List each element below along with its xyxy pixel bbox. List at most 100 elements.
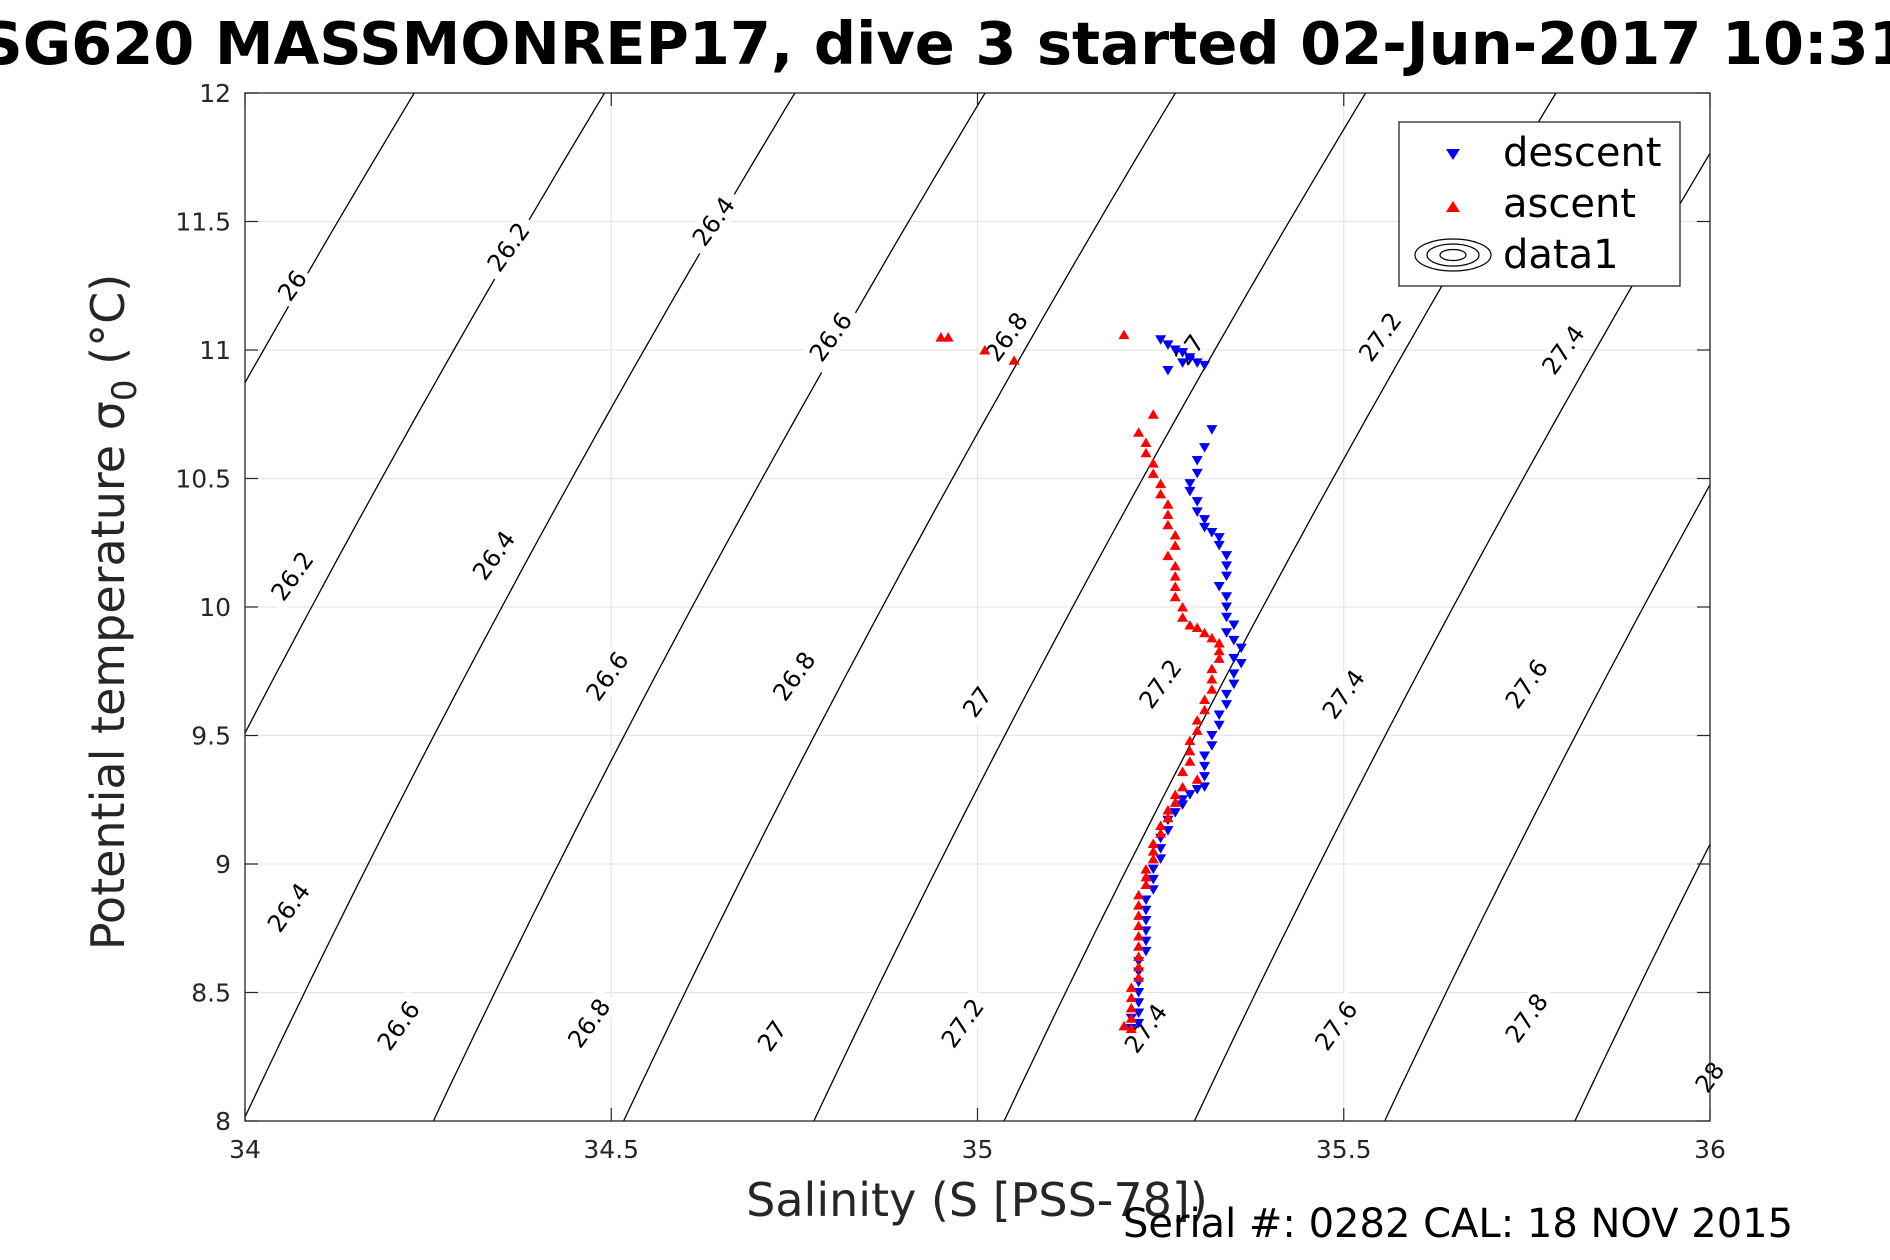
contour-label-bg: [270, 262, 316, 310]
ascent-point: [1147, 838, 1159, 848]
y-axis-label: Potential temperature σ0 (°C): [81, 274, 145, 950]
descent-point: [1199, 751, 1211, 762]
ascent-point: [1206, 673, 1218, 684]
ascent-point: [1162, 550, 1174, 561]
contour-label-bg: [257, 871, 321, 944]
y-tick-label: 9.5: [191, 722, 231, 751]
ascent-point: [1199, 704, 1211, 715]
descent-point: [1228, 669, 1240, 679]
ascent-point: [1140, 447, 1152, 458]
density-contour-line: [245, 93, 796, 1119]
ascent-point: [1191, 725, 1203, 735]
legend-ascent-label: ascent: [1503, 181, 1636, 227]
descent-point: [1184, 486, 1196, 497]
ascent-point: [1147, 468, 1159, 478]
data-points: [935, 329, 1247, 1034]
x-tick-label: 35.5: [1316, 1135, 1372, 1164]
descent-point: [1213, 533, 1225, 543]
ascent-point: [1213, 645, 1225, 656]
ascent-point: [979, 345, 991, 355]
ascent-point: [1147, 458, 1159, 468]
ascent-point: [1140, 864, 1152, 874]
descent-point: [1184, 790, 1196, 800]
ascent-point: [1155, 478, 1167, 489]
descent-point: [1177, 800, 1189, 810]
ascent-point: [1169, 540, 1181, 550]
descent-point: [1228, 679, 1240, 690]
ascent-point: [1147, 409, 1159, 419]
density-contour-line: [245, 93, 415, 385]
descent-point: [1147, 874, 1159, 885]
contour-label-bg: [462, 519, 526, 592]
y-tick-label: 10.5: [175, 465, 231, 494]
ascent-point: [1162, 805, 1174, 815]
contour-label-bg: [975, 301, 1039, 373]
ascent-point: [942, 332, 954, 342]
descent-point: [1162, 366, 1174, 376]
axis-ticks: 34 34.5 35 35.5 36 8 8.5 9 9.5 10 10.5 11 11.5 12: [175, 79, 1726, 1164]
ascent-point: [1140, 437, 1152, 448]
ascent-point: [1191, 774, 1203, 784]
contour-label-bg: [477, 211, 541, 283]
descent-point: [1206, 527, 1218, 538]
descent-point: [1199, 360, 1211, 371]
descent-point: [1221, 700, 1233, 710]
ascent-point: [1206, 684, 1218, 694]
density-contour-line: [432, 93, 986, 1121]
descent-point: [1235, 643, 1247, 654]
ascent-point: [1191, 622, 1203, 633]
legend-data1-label: data1: [1503, 232, 1619, 278]
descent-point: [1177, 358, 1189, 368]
ascent-point: [1169, 789, 1181, 800]
descent-point: [1191, 784, 1203, 795]
descent-point: [1191, 497, 1203, 507]
legend-contour-icon: [1414, 238, 1492, 272]
x-tick-label: 35: [962, 1135, 994, 1164]
ascent-point: [1118, 329, 1130, 340]
ascent-point: [1177, 612, 1189, 622]
y-tick-label: 11.5: [175, 208, 231, 237]
y-tick-label: 9: [215, 850, 231, 879]
ascent-point: [1162, 509, 1174, 519]
ascent-point: [1177, 602, 1189, 612]
density-contour-line: [623, 93, 1176, 1121]
ascent-point: [1155, 828, 1167, 838]
descent-point: [1147, 864, 1159, 875]
ascent-point: [1191, 715, 1203, 725]
contour-label-bg: [1129, 648, 1192, 720]
ascent-point: [1169, 581, 1181, 591]
ascent-point: [1133, 910, 1145, 920]
contour-label-bg: [1532, 314, 1595, 386]
contour-label-bg: [763, 640, 826, 713]
contour-label-bg: [1114, 992, 1178, 1065]
ascent-point: [1169, 591, 1181, 602]
ascent-point: [1133, 930, 1145, 941]
y-tick-label: 12: [199, 79, 231, 108]
density-contour-line: [1574, 842, 1710, 1121]
contour-label-bg: [749, 1012, 795, 1060]
descent-point: [1228, 635, 1240, 646]
contour-label-bg: [931, 987, 995, 1060]
y-axis-label-main: Potential temperature σ: [81, 401, 135, 950]
descent-point: [1221, 602, 1233, 612]
ascent-point: [1206, 632, 1218, 643]
ascent-point: [1125, 1002, 1137, 1013]
descent-point: [1199, 443, 1211, 453]
ascent-point: [1133, 900, 1145, 910]
descent-point: [1199, 515, 1211, 525]
contour-label-bg: [367, 990, 431, 1062]
descent-point: [1199, 522, 1211, 533]
ascent-point: [1133, 961, 1145, 972]
x-tick-label: 36: [1694, 1135, 1726, 1164]
ascent-point: [1125, 992, 1137, 1003]
contour-label-bg: [1167, 326, 1213, 374]
descent-point: [1184, 353, 1196, 363]
ascent-point: [1125, 1013, 1137, 1023]
x-tick-label: 34: [229, 1135, 261, 1164]
contour-label-bg: [682, 185, 746, 258]
descent-point: [1162, 340, 1174, 350]
descent-point: [1235, 659, 1247, 669]
descent-point: [1206, 425, 1218, 435]
ascent-point: [1140, 879, 1152, 890]
